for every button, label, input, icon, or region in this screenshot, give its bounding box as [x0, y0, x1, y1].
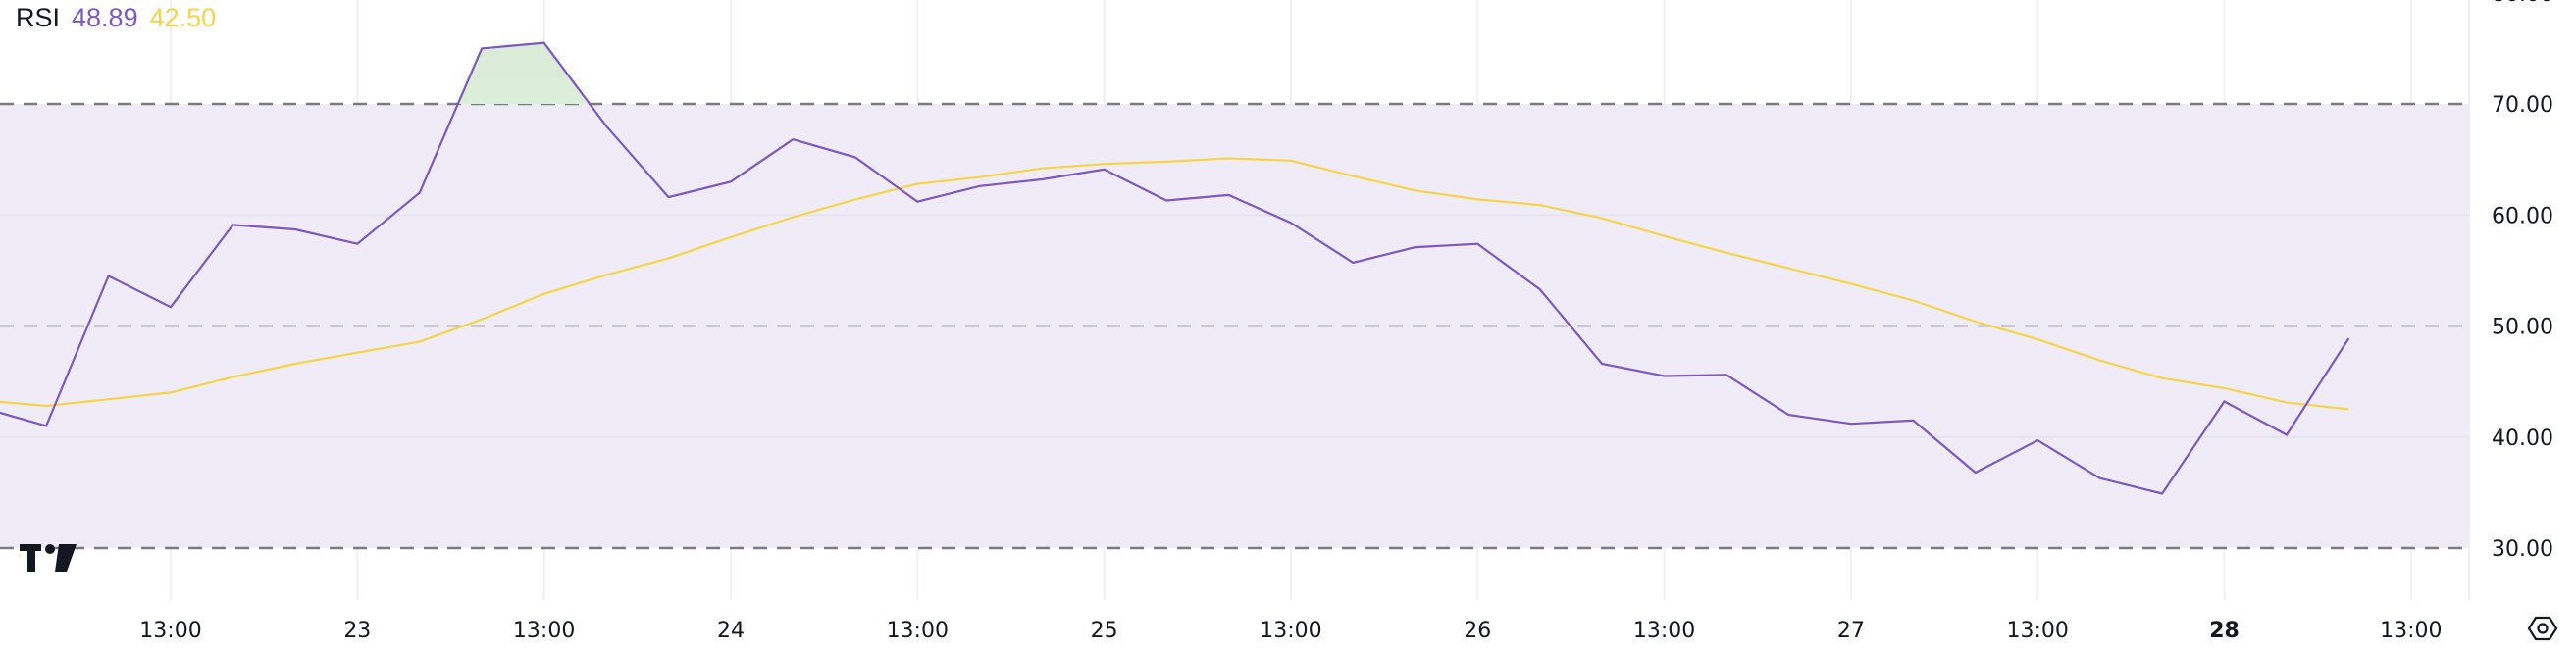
x-tick-label: 13:00	[513, 619, 575, 643]
y-tick-label: 80.00	[2492, 0, 2553, 7]
legend-ma-value: 42.50	[149, 3, 217, 32]
y-tick-label: 70.00	[2492, 93, 2553, 118]
y-tick-label: 50.00	[2492, 316, 2553, 340]
x-tick-label: 26	[1464, 619, 1491, 643]
x-axis[interactable]: 13:00 23 13:00 24 13:00 25 13:00 26 13:00 27 13:00…	[139, 619, 2442, 643]
x-tick-label: 27	[1837, 619, 1865, 643]
legend-rsi-value: 48.89	[72, 3, 138, 32]
y-tick-label: 40.00	[2492, 426, 2553, 451]
y-tick-label: 60.00	[2492, 204, 2553, 228]
x-tick-label: 25	[1091, 619, 1118, 643]
tradingview-logo[interactable]	[20, 544, 77, 572]
x-tick-label: 23	[343, 619, 371, 643]
x-tick-label: 13:00	[2006, 619, 2068, 643]
legend-title: RSI	[16, 3, 61, 32]
x-tick-label: 13:00	[139, 619, 201, 643]
legend: RSI 48.89 42.50	[16, 0, 228, 35]
y-tick-label: 30.00	[2492, 537, 2553, 562]
x-tick-label: 13:00	[1633, 619, 1695, 643]
rsi-line	[0, 41, 2350, 495]
x-tick-label: 24	[717, 619, 745, 643]
ma-line	[0, 157, 2349, 411]
x-tick-label: 13:00	[1260, 619, 1321, 643]
y-axis[interactable]: 30.00 40.00 50.00 60.00 70.00 80.00	[2492, 0, 2553, 562]
x-tick-label: 13:00	[2380, 619, 2442, 643]
settings-hexagon-icon[interactable]	[2527, 616, 2558, 641]
x-tick-label: 13:00	[887, 619, 949, 643]
horizontal-grid	[0, 214, 2469, 438]
x-tick-label: 28	[2209, 619, 2240, 643]
